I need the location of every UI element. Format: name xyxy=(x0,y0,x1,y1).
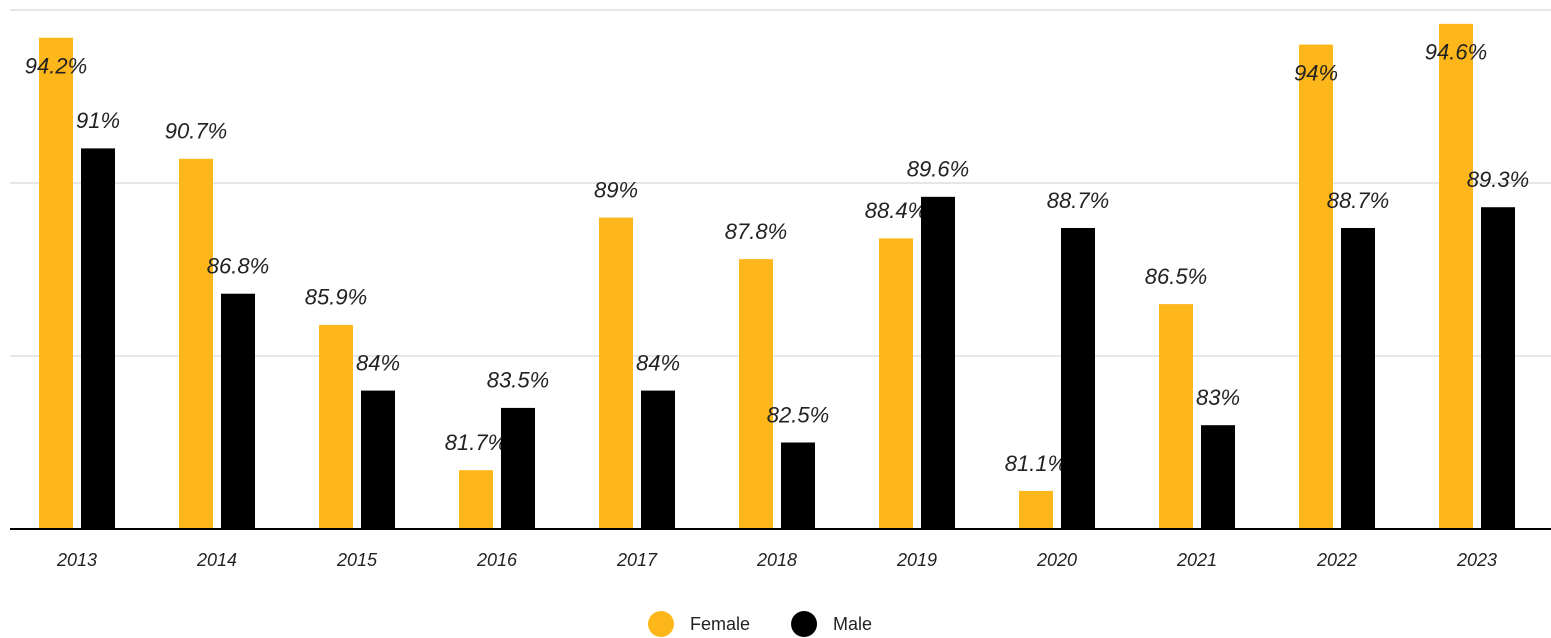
bar xyxy=(599,217,633,529)
x-tick-label: 2013 xyxy=(56,550,97,570)
value-label: 88.4% xyxy=(865,198,927,223)
bar xyxy=(921,196,955,529)
bar xyxy=(1299,44,1333,529)
value-label: 94.2% xyxy=(25,53,87,78)
bar xyxy=(1019,490,1053,529)
bar xyxy=(361,390,395,529)
bar xyxy=(1201,425,1235,529)
value-label: 94.6% xyxy=(1425,40,1487,65)
legend-label: Female xyxy=(690,614,750,634)
value-label: 91% xyxy=(76,108,120,133)
value-label: 86.8% xyxy=(207,254,269,279)
bar xyxy=(1061,227,1095,530)
value-label: 89% xyxy=(594,177,638,202)
bar xyxy=(1159,304,1193,529)
bar xyxy=(221,293,255,529)
x-tick-label: 2015 xyxy=(336,550,378,570)
value-label: 83% xyxy=(1196,385,1240,410)
value-label: 88.7% xyxy=(1047,188,1109,213)
value-label: 86.5% xyxy=(1145,264,1207,289)
x-tick-label: 2014 xyxy=(196,550,237,570)
value-label: 85.9% xyxy=(305,285,367,310)
value-label: 82.5% xyxy=(767,402,829,427)
value-label: 81.7% xyxy=(445,430,507,455)
x-tick-label: 2019 xyxy=(896,550,937,570)
x-tick-label: 2020 xyxy=(1036,550,1077,570)
bar xyxy=(1439,23,1473,530)
value-label: 83.5% xyxy=(487,368,549,393)
bar xyxy=(179,158,213,529)
x-tick-label: 2018 xyxy=(756,550,797,570)
bar xyxy=(1341,227,1375,530)
legend-swatch xyxy=(791,611,818,637)
bar xyxy=(641,390,675,529)
bar xyxy=(501,407,535,529)
value-label: 89.6% xyxy=(907,157,969,182)
legend-swatch xyxy=(648,611,674,637)
value-label: 90.7% xyxy=(165,119,227,144)
legend-label: Male xyxy=(833,614,872,634)
value-label: 94% xyxy=(1294,60,1338,85)
value-label: 81.1% xyxy=(1005,451,1067,476)
value-label: 89.3% xyxy=(1467,167,1529,192)
bar xyxy=(1481,207,1515,529)
x-tick-label: 2017 xyxy=(616,550,658,570)
bar xyxy=(879,238,913,530)
bar xyxy=(739,259,773,529)
value-label: 88.7% xyxy=(1327,188,1389,213)
x-tick-label: 2021 xyxy=(1176,550,1217,570)
x-tick-label: 2016 xyxy=(476,550,518,570)
bar xyxy=(81,148,115,529)
x-tick-label: 2022 xyxy=(1316,550,1357,570)
bar xyxy=(39,37,73,530)
bar xyxy=(319,324,353,529)
value-label: 84% xyxy=(636,350,680,375)
x-tick-label: 2023 xyxy=(1456,550,1497,570)
value-label: 84% xyxy=(356,350,400,375)
bar xyxy=(459,470,493,529)
value-label: 87.8% xyxy=(725,219,787,244)
bar xyxy=(781,442,815,529)
